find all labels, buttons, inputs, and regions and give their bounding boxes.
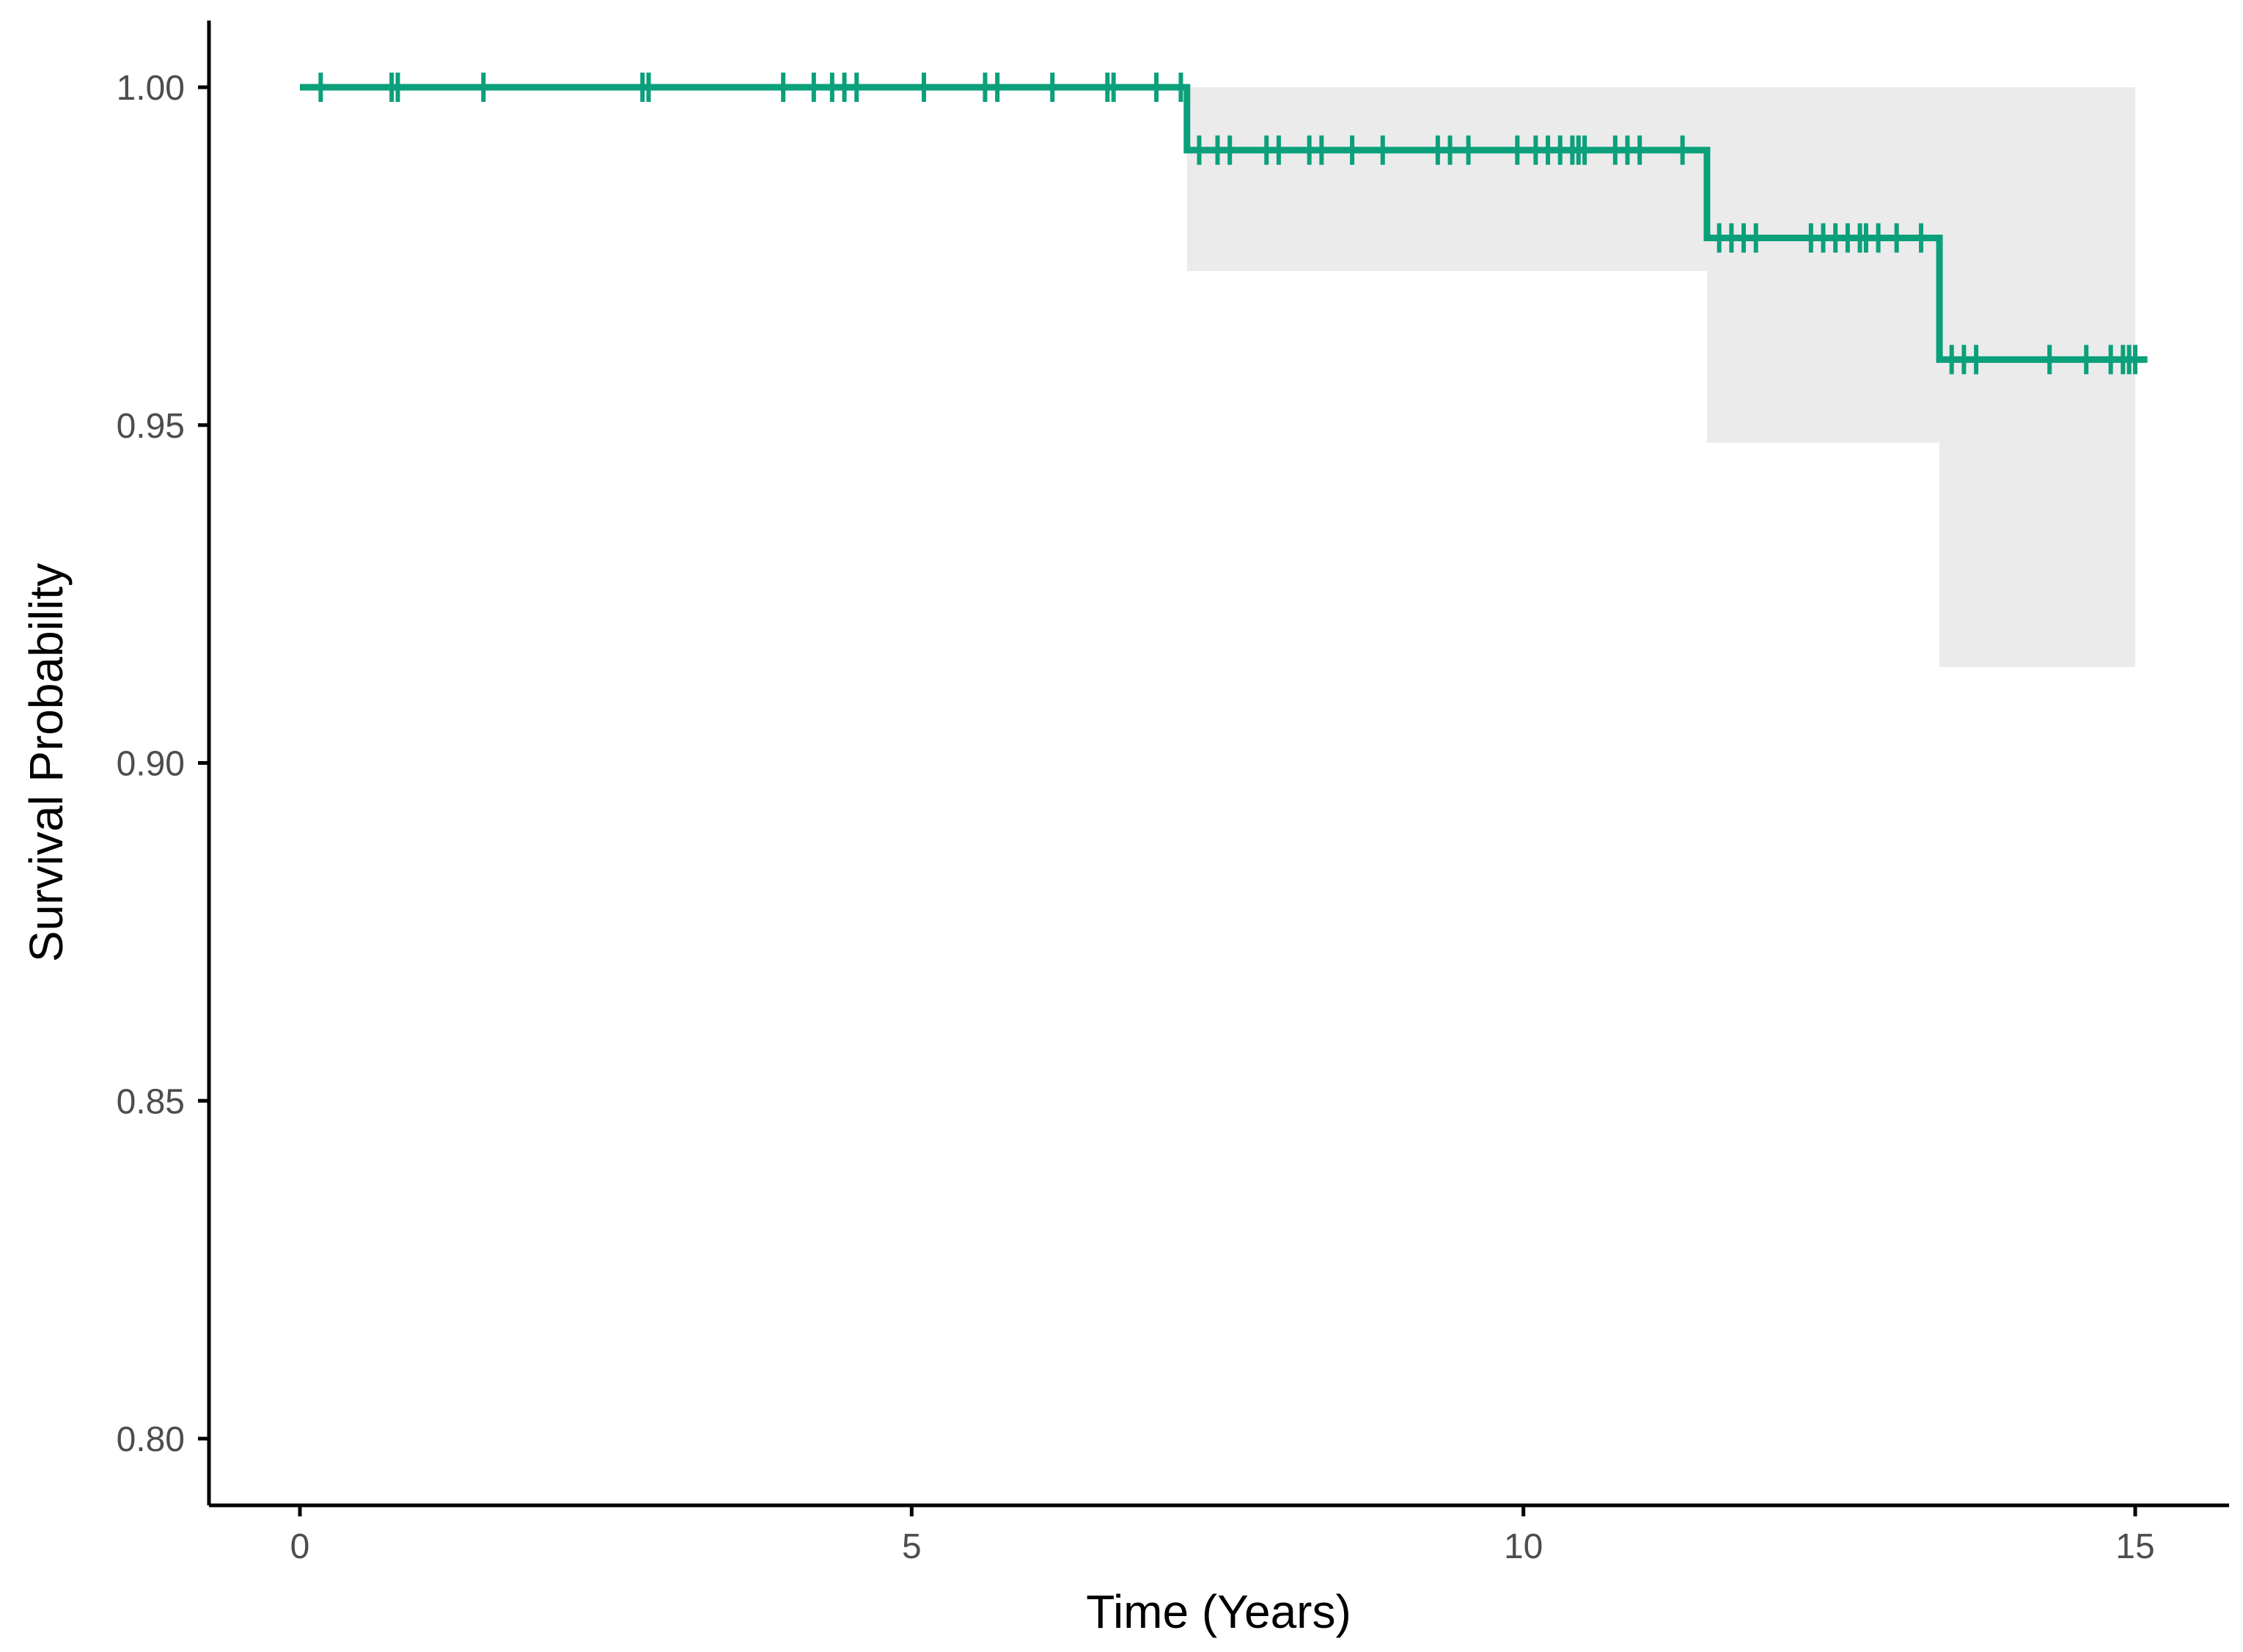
confidence-band-segment-2 (1706, 87, 1940, 443)
x-tick-label: 0 (290, 1527, 310, 1566)
confidence-band-segment-3 (1939, 87, 2135, 667)
y-tick-label: 1.00 (117, 69, 185, 108)
x-axis-title: Time (Years) (1086, 1585, 1351, 1638)
y-ticks: 0.80 0.85 0.90 0.95 1.00 (117, 69, 209, 1459)
x-tick-label: 15 (2115, 1527, 2154, 1566)
x-tick-label: 10 (1504, 1527, 1543, 1566)
confidence-band-segment-1 (1186, 87, 1707, 271)
confidence-band (1186, 87, 2135, 667)
survival-curve (300, 84, 2148, 363)
y-tick-label: 0.90 (117, 745, 185, 784)
y-tick-label: 0.80 (117, 1420, 185, 1459)
x-ticks: 0 5 10 15 (290, 1505, 2155, 1566)
censor-marks (318, 73, 2137, 375)
y-tick-label: 0.85 (117, 1082, 185, 1121)
y-tick-label: 0.95 (117, 407, 185, 446)
y-axis-title: Survival Probability (20, 563, 73, 962)
survival-step-line (300, 84, 2148, 363)
x-tick-label: 5 (902, 1527, 922, 1566)
